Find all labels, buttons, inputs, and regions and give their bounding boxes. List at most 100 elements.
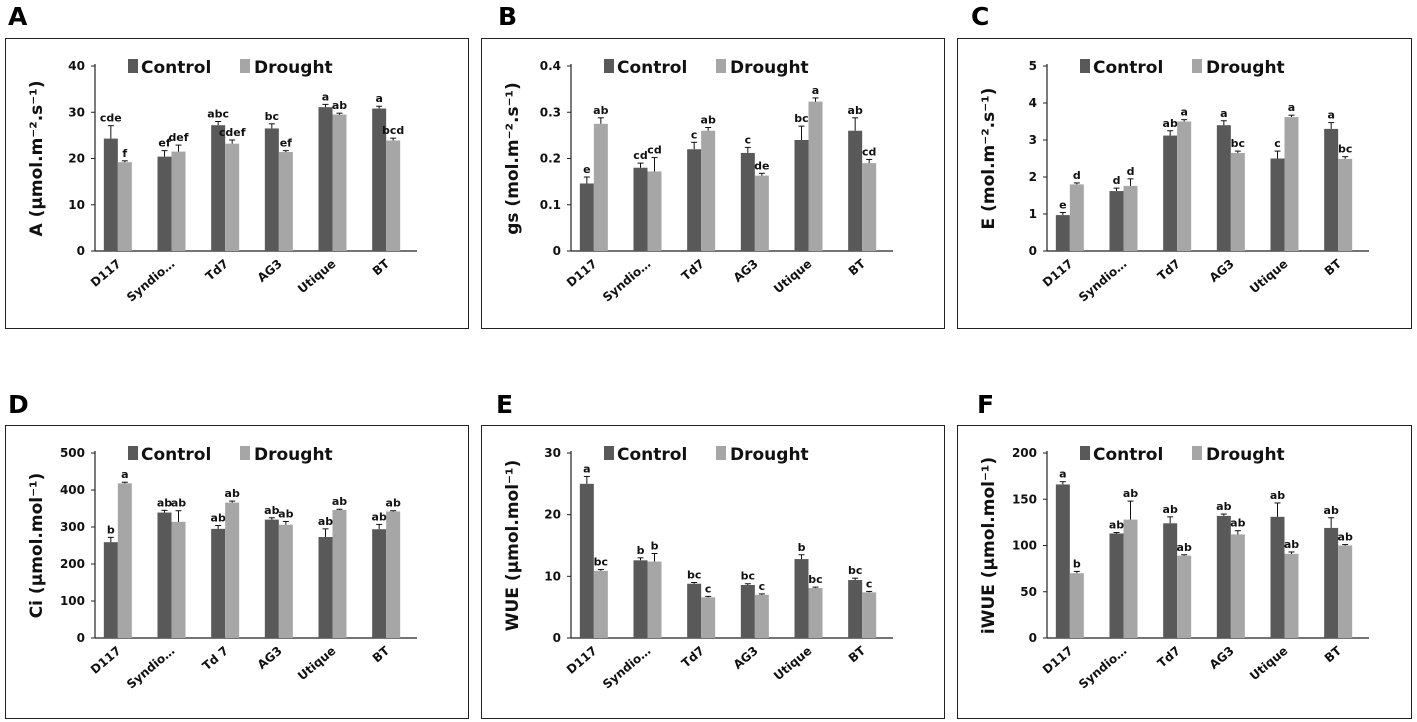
significance-label: ab [264, 504, 279, 517]
significance-label: ab [157, 496, 172, 509]
bar-drought-2 [1177, 121, 1192, 251]
bar-drought-4 [1284, 553, 1299, 638]
significance-label: bc [808, 573, 822, 586]
significance-label: cde [100, 112, 122, 125]
bar-control-5 [848, 130, 863, 251]
bar-control-1 [157, 156, 172, 251]
x-tick-label: AG3 [1207, 644, 1237, 672]
chart-svg: Ci (µmol.mol⁻¹) 0 100 200 300 400 500 Control Dr… [27, 445, 417, 692]
y-tick-label: 400 [60, 483, 85, 497]
panel-letter: A [8, 2, 28, 31]
bar-drought-2 [701, 597, 716, 638]
y-axis-label: gs (mol.m⁻².s⁻¹) [503, 82, 523, 235]
legend: Control Drought [1080, 445, 1285, 465]
significance-label: cd [862, 145, 876, 158]
y-tick-label: 0 [77, 244, 85, 258]
legend-swatch-control [1080, 446, 1090, 460]
legend-swatch-control [604, 59, 614, 73]
bar-control-2 [1163, 135, 1178, 251]
y-tick-label: 300 [60, 520, 85, 534]
significance-label: ab [1109, 519, 1124, 532]
bar-control-0 [579, 483, 594, 638]
x-tick-label: AG3 [255, 644, 285, 672]
significance-label: bc [594, 556, 608, 569]
significance-label: ab [386, 497, 401, 510]
bar-drought-5 [386, 511, 401, 638]
legend: Control Drought [604, 445, 809, 465]
y-tick-label: 2 [1029, 170, 1037, 184]
bar-drought-4 [332, 509, 347, 638]
bar-drought-5 [1338, 545, 1353, 638]
y-tick-label: 150 [1012, 492, 1037, 506]
legend-label-control: Control [1093, 445, 1163, 465]
y-axis-label: iWUE (µmol.mol⁻¹) [979, 457, 999, 634]
x-tick-label: Td7 [679, 257, 707, 284]
x-tick-label: D117 [88, 257, 124, 290]
x-tick-label: Utique [771, 257, 814, 297]
bar-drought-1 [1123, 519, 1138, 638]
significance-label: bc [1338, 143, 1352, 156]
significance-label: bc [848, 564, 862, 577]
significance-label: b [637, 544, 645, 557]
bar-control-2 [211, 125, 226, 251]
significance-label: e [1059, 199, 1066, 212]
significance-label: f [122, 147, 127, 160]
bar-drought-0 [117, 162, 132, 251]
significance-label: a [812, 84, 819, 97]
significance-label: ab [848, 104, 863, 117]
legend-swatch-control [128, 59, 138, 73]
chart-panel-e: WUE (µmol.mol⁻¹) 0 10 20 30 Control Drought a bc… [481, 425, 945, 719]
y-tick-label: 30 [68, 105, 85, 119]
significance-label: ab [1177, 541, 1192, 554]
significance-label: b [651, 540, 659, 553]
bar-control-4 [794, 559, 809, 638]
bar-drought-4 [808, 101, 823, 251]
x-tick-label: BT [1322, 643, 1345, 665]
bar-control-0 [103, 542, 118, 638]
legend-label-control: Control [141, 58, 211, 78]
significance-label: d [1127, 165, 1135, 178]
y-axis-label: E (mol.m⁻².s⁻¹) [979, 88, 999, 230]
significance-label: ab [1216, 500, 1231, 513]
significance-label: a [1220, 107, 1227, 120]
significance-label: a [1327, 109, 1334, 122]
significance-label: a [1180, 106, 1187, 119]
significance-label: bc [1231, 137, 1245, 150]
legend-swatch-control [1080, 59, 1090, 73]
bar-control-1 [1109, 191, 1124, 251]
bar-drought-4 [808, 588, 823, 638]
legend-label-control: Control [617, 58, 687, 78]
y-tick-label: 200 [1012, 446, 1037, 460]
bar-drought-3 [278, 524, 293, 638]
significance-label: c [866, 577, 873, 590]
significance-label: ab [701, 114, 716, 127]
x-tick-label: Td7 [679, 644, 707, 671]
bar-drought-1 [1123, 185, 1138, 251]
significance-label: a [121, 468, 128, 481]
bar-drought-5 [862, 163, 877, 251]
bar-drought-5 [862, 592, 877, 638]
legend-label-drought: Drought [1206, 58, 1285, 78]
panel-letter: F [977, 390, 995, 419]
bar-control-1 [633, 167, 648, 251]
x-tick-label: Td 7 [200, 644, 231, 674]
bar-control-5 [1324, 527, 1339, 638]
significance-label: c [745, 133, 752, 146]
bar-control-0 [1055, 484, 1070, 638]
y-tick-label: 100 [60, 594, 85, 608]
legend-label-control: Control [617, 445, 687, 465]
significance-label: ab [1123, 487, 1138, 500]
legend-label-control: Control [1093, 58, 1163, 78]
significance-label: ab [1230, 517, 1245, 530]
legend: Control Drought [604, 58, 809, 78]
significance-label: def [168, 131, 188, 144]
significance-label: cd [647, 144, 661, 157]
y-tick-label: 30 [544, 446, 561, 460]
legend-swatch-drought [1192, 446, 1202, 460]
x-tick-label: AG3 [255, 257, 285, 285]
bar-control-5 [372, 529, 387, 638]
bar-control-3 [264, 519, 279, 638]
bar-control-0 [1055, 215, 1070, 251]
x-tick-label: D117 [1040, 644, 1076, 677]
